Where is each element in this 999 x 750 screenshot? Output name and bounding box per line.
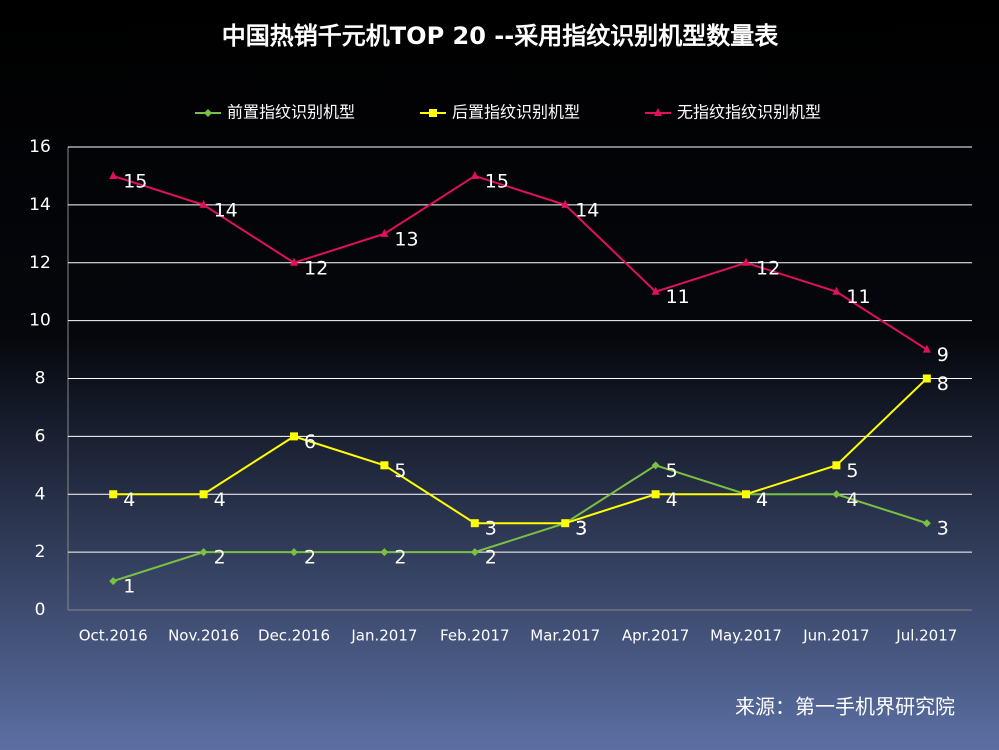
x-tick-label: Jul.2017: [895, 627, 957, 645]
data-point: [742, 257, 750, 266]
data-point: [199, 199, 208, 208]
data-label: 4: [214, 489, 226, 511]
y-tick-label: 2: [35, 542, 46, 562]
data-point: [109, 490, 118, 499]
data-label: 12: [304, 257, 328, 279]
y-tick-label: 0: [35, 600, 46, 620]
data-label: 6: [304, 431, 316, 453]
data-label: 4: [756, 489, 768, 511]
data-label: 2: [394, 547, 406, 569]
data-point: [380, 548, 389, 557]
chart-title: 中国热销千元机TOP 20 --采用指纹识别机型数量表: [222, 22, 779, 50]
x-tick-label: Nov.2016: [168, 627, 239, 645]
data-point: [470, 519, 479, 528]
data-label: 1: [123, 576, 135, 598]
data-point: [651, 286, 660, 295]
legend-label: 前置指纹识别机型: [227, 103, 355, 122]
x-tick-label: Dec.2016: [258, 627, 330, 645]
y-tick-label: 16: [29, 137, 51, 157]
x-tick-label: Jun.2017: [802, 627, 869, 645]
data-label: 11: [666, 286, 690, 308]
data-label: 3: [575, 518, 587, 540]
data-point: [199, 548, 208, 557]
data-point: [109, 577, 118, 586]
data-point: [561, 199, 570, 208]
y-tick-label: 8: [35, 369, 46, 389]
data-label: 3: [937, 518, 949, 540]
legend-marker: [654, 108, 662, 116]
data-label: 9: [937, 344, 949, 366]
y-tick-label: 14: [29, 195, 51, 215]
data-label: 2: [485, 547, 497, 569]
legend-label: 无指纹指纹识别机型: [677, 103, 821, 122]
series-line: [112, 174, 928, 351]
x-tick-label: Feb.2017: [440, 627, 510, 645]
source: 来源：第一手机界研究院: [735, 695, 955, 719]
data-label: 4: [846, 489, 858, 511]
data-label: 4: [123, 489, 135, 511]
data-label: 13: [394, 228, 418, 250]
data-label: 15: [123, 170, 147, 192]
data-label: 2: [304, 547, 316, 569]
data-point: [832, 461, 841, 470]
data-label: 8: [937, 373, 949, 395]
data-point: [290, 257, 298, 266]
x-tick-label: Apr.2017: [622, 627, 690, 645]
data-label: 14: [575, 199, 599, 221]
data-label: 11: [846, 286, 870, 308]
x-tick-label: Mar.2017: [530, 627, 600, 645]
data-point: [561, 519, 570, 528]
data-label: 14: [214, 199, 238, 221]
data-point: [651, 490, 660, 499]
data-point: [290, 548, 298, 557]
data-label: 3: [575, 518, 587, 540]
data-point: [470, 170, 479, 179]
data-point: [832, 490, 841, 499]
series-line: [113, 377, 928, 525]
y-tick-label: 10: [29, 311, 51, 331]
data-label: 2: [214, 547, 226, 569]
legend-label: 后置指纹识别机型: [452, 103, 580, 122]
data-point: [922, 344, 931, 353]
data-point: [109, 170, 118, 179]
data-point: [199, 490, 208, 499]
data-point: [742, 490, 750, 499]
data-point: [380, 461, 389, 470]
x-tick-label: Oct.2016: [79, 627, 148, 645]
data-point: [832, 286, 841, 295]
legend-marker: [429, 109, 437, 117]
data-label: 4: [666, 489, 678, 511]
data-label: 4: [756, 489, 768, 511]
data-label: 3: [485, 518, 497, 540]
y-tick-label: 12: [29, 253, 51, 273]
y-tick-label: 4: [35, 484, 46, 504]
data-point: [922, 374, 931, 383]
data-point: [470, 548, 479, 557]
data-label: 5: [666, 460, 678, 482]
data-label: 12: [756, 257, 780, 279]
x-tick-label: Jan.2017: [350, 627, 417, 645]
y-tick-label: 6: [35, 426, 46, 446]
data-label: 5: [394, 460, 406, 482]
data-point: [922, 519, 931, 528]
data-label: 15: [485, 170, 509, 192]
series-line: [112, 464, 928, 583]
data-label: 5: [846, 460, 858, 482]
legend-marker: [204, 109, 212, 117]
data-point: [651, 461, 660, 470]
data-point: [290, 432, 298, 441]
data-point: [380, 228, 389, 237]
x-tick-label: May.2017: [710, 627, 782, 645]
